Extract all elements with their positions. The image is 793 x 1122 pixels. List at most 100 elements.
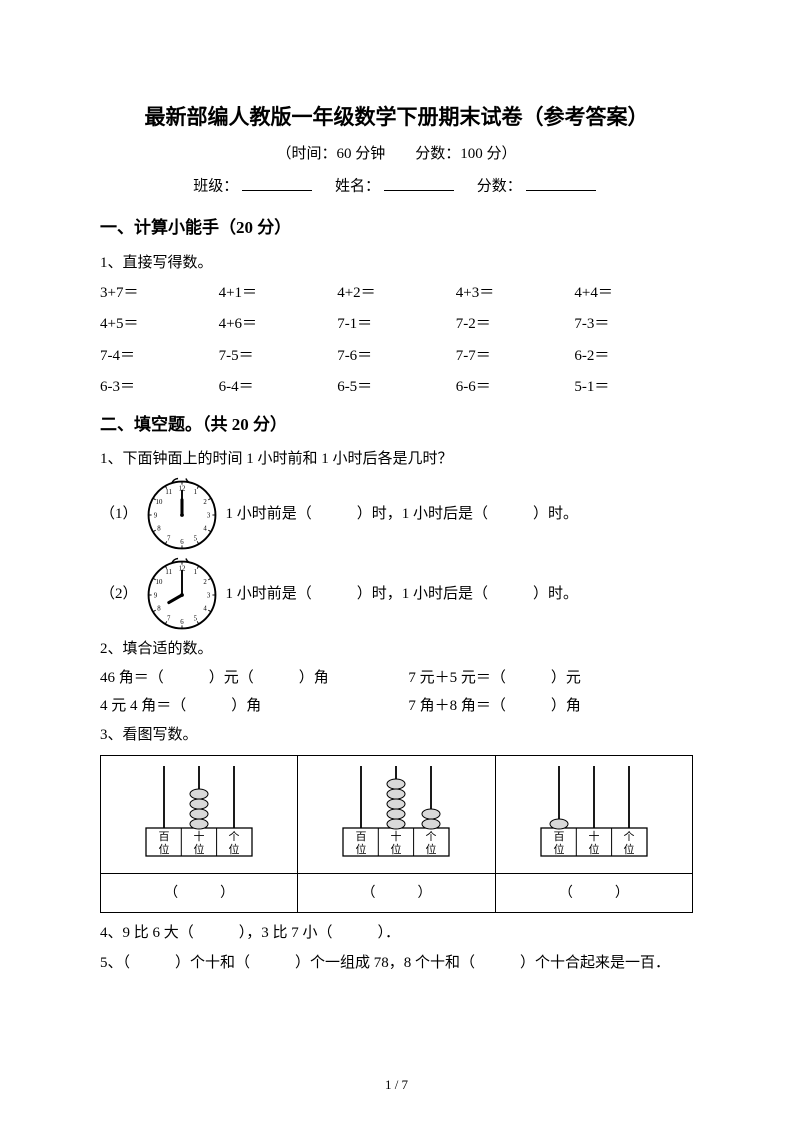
q2-2-label: 2、填合适的数。 (100, 637, 693, 663)
money-eq-3: 4 元 4 角＝（ ）角 (100, 694, 408, 720)
name-label: 姓名： (335, 179, 380, 195)
svg-text:位: 位 (391, 842, 402, 856)
svg-text:百: 百 (159, 831, 170, 843)
svg-text:11: 11 (165, 489, 172, 496)
q2-3-label: 3、看图写数。 (100, 723, 693, 749)
exam-page: 最新部编人教版一年级数学下册期末试卷（参考答案） （时间：60 分钟 分数：10… (0, 0, 793, 1122)
section2-heading: 二、填空题。（共 20 分） (100, 411, 693, 440)
clock-icon-1: 123456789101112 (144, 477, 220, 553)
svg-text:11: 11 (165, 569, 172, 576)
abacus-1: 百位十位个位 (124, 760, 274, 860)
svg-text:9: 9 (153, 512, 157, 519)
equation-item: 7-1＝ (337, 312, 456, 338)
svg-text:位: 位 (356, 842, 367, 856)
svg-text:8: 8 (157, 606, 161, 613)
svg-text:3: 3 (206, 592, 210, 599)
svg-text:5: 5 (193, 535, 197, 542)
money-eq-4: 7 角＋8 角＝（ ）角 (408, 694, 693, 720)
equation-item: 6-2＝ (574, 344, 693, 370)
svg-text:10: 10 (155, 579, 162, 586)
svg-text:位: 位 (159, 842, 170, 856)
clock1-prefix: （1） (100, 502, 138, 528)
svg-text:7: 7 (167, 535, 171, 542)
svg-text:位: 位 (426, 842, 437, 856)
score-blank[interactable] (526, 173, 596, 191)
abacus-answer-1[interactable]: （ ） (101, 874, 298, 913)
svg-text:6: 6 (180, 539, 184, 546)
equation-grid: 3+7＝4+1＝4+2＝4+3＝4+4＝ 4+5＝4+6＝7-1＝7-2＝7-3＝… (100, 281, 693, 401)
equation-item: 4+5＝ (100, 312, 219, 338)
svg-text:4: 4 (203, 606, 207, 613)
svg-text:8: 8 (157, 526, 161, 533)
svg-text:十: 十 (194, 829, 205, 843)
svg-text:5: 5 (193, 615, 197, 622)
class-label: 班级： (193, 179, 238, 195)
svg-text:2: 2 (203, 499, 207, 506)
svg-text:百: 百 (356, 831, 367, 843)
clock-row-2: （2） 123456789101112 1 小时前是（ ）时，1 小时后是（ ）… (100, 557, 693, 633)
page-subtitle: （时间：60 分钟 分数：100 分） (100, 142, 693, 168)
equation-item: 7-7＝ (456, 344, 575, 370)
clock2-tail: 1 小时前是（ ）时，1 小时后是（ ）时。 (226, 582, 579, 608)
equation-item: 6-6＝ (456, 375, 575, 401)
svg-text:百: 百 (553, 831, 564, 843)
equation-item: 7-4＝ (100, 344, 219, 370)
svg-text:位: 位 (194, 842, 205, 856)
abacus-table: 百位十位个位 百位十位个位 百位十位个位 （ ） （ ） （ ） (100, 755, 693, 914)
money-row-2: 4 元 4 角＝（ ）角 7 角＋8 角＝（ ）角 (100, 694, 693, 720)
student-info-line: 班级： 姓名： 分数： (100, 173, 693, 200)
equation-item: 7-2＝ (456, 312, 575, 338)
svg-text:位: 位 (623, 842, 634, 856)
abacus-answer-2[interactable]: （ ） (298, 874, 495, 913)
svg-text:7: 7 (167, 615, 171, 622)
svg-text:1: 1 (193, 489, 196, 496)
money-row-1: 46 角＝（ ）元（ ）角 7 元＋5 元＝（ ）元 (100, 666, 693, 692)
svg-text:位: 位 (553, 842, 564, 856)
equation-item: 7-5＝ (219, 344, 338, 370)
equation-item: 5-1＝ (574, 375, 693, 401)
equation-item: 4+4＝ (574, 281, 693, 307)
svg-text:3: 3 (206, 512, 210, 519)
name-blank[interactable] (384, 173, 454, 191)
equation-item: 7-3＝ (574, 312, 693, 338)
class-blank[interactable] (242, 173, 312, 191)
svg-text:1: 1 (193, 569, 196, 576)
clock-row-1: （1） 123456789101112 1 小时前是（ ）时，1 小时后是（ ）… (100, 477, 693, 553)
equation-item: 7-6＝ (337, 344, 456, 370)
svg-text:10: 10 (155, 499, 162, 506)
svg-text:2: 2 (203, 579, 207, 586)
equation-item: 4+2＝ (337, 281, 456, 307)
clock-icon-2: 123456789101112 (144, 557, 220, 633)
svg-text:4: 4 (203, 526, 207, 533)
equation-item: 6-3＝ (100, 375, 219, 401)
page-title: 最新部编人教版一年级数学下册期末试卷（参考答案） (100, 100, 693, 136)
q1-1-label: 1、直接写得数。 (100, 251, 693, 277)
svg-text:个: 个 (623, 830, 634, 843)
svg-text:位: 位 (588, 842, 599, 856)
money-eq-1: 46 角＝（ ）元（ ）角 (100, 666, 408, 692)
q2-1-label: 1、下面钟面上的时间 1 小时前和 1 小时后各是几时？ (100, 447, 693, 473)
money-eq-2: 7 元＋5 元＝（ ）元 (408, 666, 693, 692)
equation-item: 4+1＝ (219, 281, 338, 307)
svg-text:6: 6 (180, 619, 184, 626)
equation-item: 6-4＝ (219, 375, 338, 401)
page-number: 1 / 7 (0, 1074, 793, 1096)
svg-text:十: 十 (391, 829, 402, 843)
q2-4-text: 4、9 比 6 大（ ），3 比 7 小（ ）． (100, 921, 693, 947)
svg-text:个: 个 (426, 830, 437, 843)
clock1-tail: 1 小时前是（ ）时，1 小时后是（ ）时。 (226, 502, 579, 528)
equation-item: 4+6＝ (219, 312, 338, 338)
abacus-answer-3[interactable]: （ ） (495, 874, 692, 913)
equation-item: 4+3＝ (456, 281, 575, 307)
abacus-2: 百位十位个位 (321, 760, 471, 860)
section1-heading: 一、计算小能手（20 分） (100, 214, 693, 243)
equation-item: 6-5＝ (337, 375, 456, 401)
clock2-prefix: （2） (100, 582, 138, 608)
svg-text:个: 个 (229, 830, 240, 843)
equation-item: 3+7＝ (100, 281, 219, 307)
svg-text:十: 十 (588, 829, 599, 843)
svg-text:位: 位 (229, 842, 240, 856)
svg-text:9: 9 (153, 592, 157, 599)
q2-5-text: 5、（ ）个十和（ ）个一组成 78，8 个十和（ ）个十合起来是一百． (100, 951, 693, 977)
score-label: 分数： (477, 179, 522, 195)
